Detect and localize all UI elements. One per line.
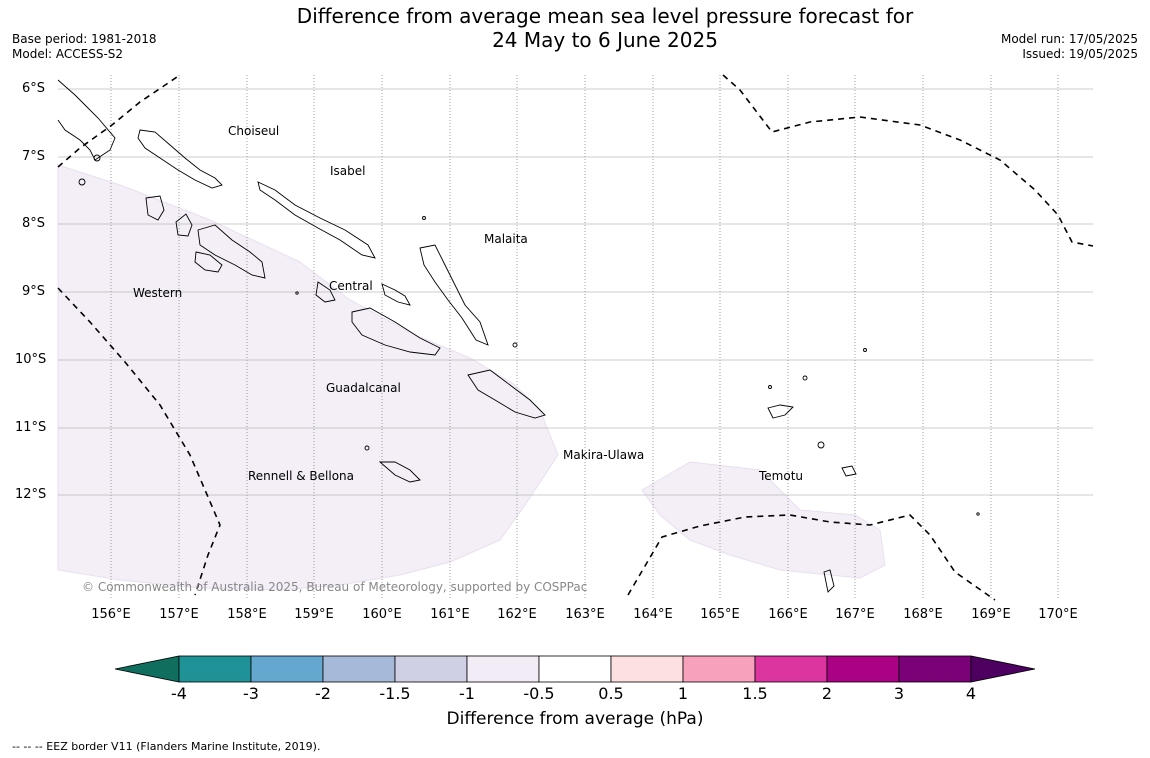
colorbar-tick-label: 1 [677, 684, 689, 703]
region-label-isabel: Isabel [330, 164, 366, 178]
colorbar-tick-label: 0.5 [598, 684, 624, 703]
model-run: Model run: 17/05/2025 [1000, 32, 1138, 46]
lon-label: 170°E [1038, 607, 1078, 622]
colorbar-box [466, 655, 540, 683]
lon-label: 162°E [497, 607, 537, 622]
island-outlines [57, 79, 980, 593]
colorbar-tick-label: -3 [243, 684, 259, 703]
lon-label: 157°E [159, 607, 199, 622]
lon-label: 164°E [633, 607, 673, 622]
colorbar-box [178, 655, 252, 683]
colorbar-tick-label: -1.5 [379, 684, 411, 703]
copyright-notice: © Commonwealth of Australia 2025, Bureau… [82, 580, 588, 594]
meta-right: Model run: 17/05/2025 Issued: 19/05/2025 [1001, 32, 1138, 62]
lat-label: 10°S [15, 352, 47, 367]
colorbar-label: Difference from average (hPa) [446, 709, 704, 729]
base-period: Base period: 1981-2018 [12, 32, 157, 46]
model-name: Model: ACCESS-S2 [12, 47, 124, 61]
region-label-makira-ulawa: Makira-Ulawa [563, 448, 645, 462]
colorbar-tick-label: -1 [459, 684, 475, 703]
lat-label: 9°S [22, 284, 46, 299]
lat-label: 12°S [15, 487, 47, 502]
lon-label: 169°E [971, 607, 1011, 622]
chart-title-line1: Difference from average mean sea level p… [296, 4, 914, 28]
meta-left: Base period: 1981-2018 Model: ACCESS-S2 [12, 32, 157, 62]
lon-label: 156°E [91, 607, 131, 622]
anomaly-area-east [641, 461, 886, 579]
region-label-rennell-bellona: Rennell & Bellona [248, 469, 355, 483]
chart-title-line2: 24 May to 6 June 2025 [492, 28, 718, 52]
lon-label: 158°E [227, 607, 267, 622]
lat-label: 11°S [15, 420, 47, 435]
region-label-guadalcanal: Guadalcanal [326, 381, 401, 395]
colorbar-tick-label: -0.5 [523, 684, 555, 703]
colorbar-over-arrow [970, 655, 1036, 683]
lon-label: 161°E [430, 607, 470, 622]
colorbar-box [538, 655, 612, 683]
region-label-western: Western [133, 286, 183, 300]
lon-label: 159°E [294, 607, 334, 622]
colorbar-box [682, 655, 756, 683]
longitude-gridlines [110, 75, 1059, 598]
colorbar-boxes [178, 655, 972, 683]
colorbar-tick-label: 2 [821, 684, 833, 703]
colorbar-box [754, 655, 828, 683]
latitude-gridlines [58, 88, 1093, 496]
anomaly-area-west [57, 164, 559, 591]
colorbar-box [898, 655, 972, 683]
lon-label: 163°E [565, 607, 605, 622]
eez-borders [57, 74, 1094, 601]
region-label-choiseul: Choiseul [228, 124, 280, 138]
colorbar [114, 655, 1036, 683]
colorbar-tick-label: 1.5 [742, 684, 768, 703]
colorbar-tick-label: -4 [171, 684, 187, 703]
colorbar-box [250, 655, 324, 683]
lon-label: 168°E [903, 607, 943, 622]
colorbar-box [322, 655, 396, 683]
lon-label: 166°E [768, 607, 808, 622]
region-label-malaita: Malaita [484, 232, 528, 246]
colorbar-box [610, 655, 684, 683]
lat-label: 6°S [22, 81, 46, 96]
colorbar-box [394, 655, 468, 683]
colorbar-under-arrow [114, 655, 180, 683]
colorbar-tick-label: 4 [965, 684, 977, 703]
lat-label: 7°S [22, 149, 46, 164]
lon-label: 160°E [362, 607, 402, 622]
region-label-central: Central [329, 279, 373, 293]
region-label-temotu: Temotu [759, 469, 804, 483]
lat-label: 8°S [22, 216, 46, 231]
lon-label: 165°E [700, 607, 740, 622]
issued-date: Issued: 19/05/2025 [1022, 47, 1138, 61]
colorbar-tick-label: -2 [315, 684, 331, 703]
eez-legend-note: -- -- -- EEZ border V11 (Flanders Marine… [12, 740, 321, 753]
colorbar-tick-label: 3 [893, 684, 905, 703]
colorbar-box [826, 655, 900, 683]
lon-label: 167°E [835, 607, 875, 622]
